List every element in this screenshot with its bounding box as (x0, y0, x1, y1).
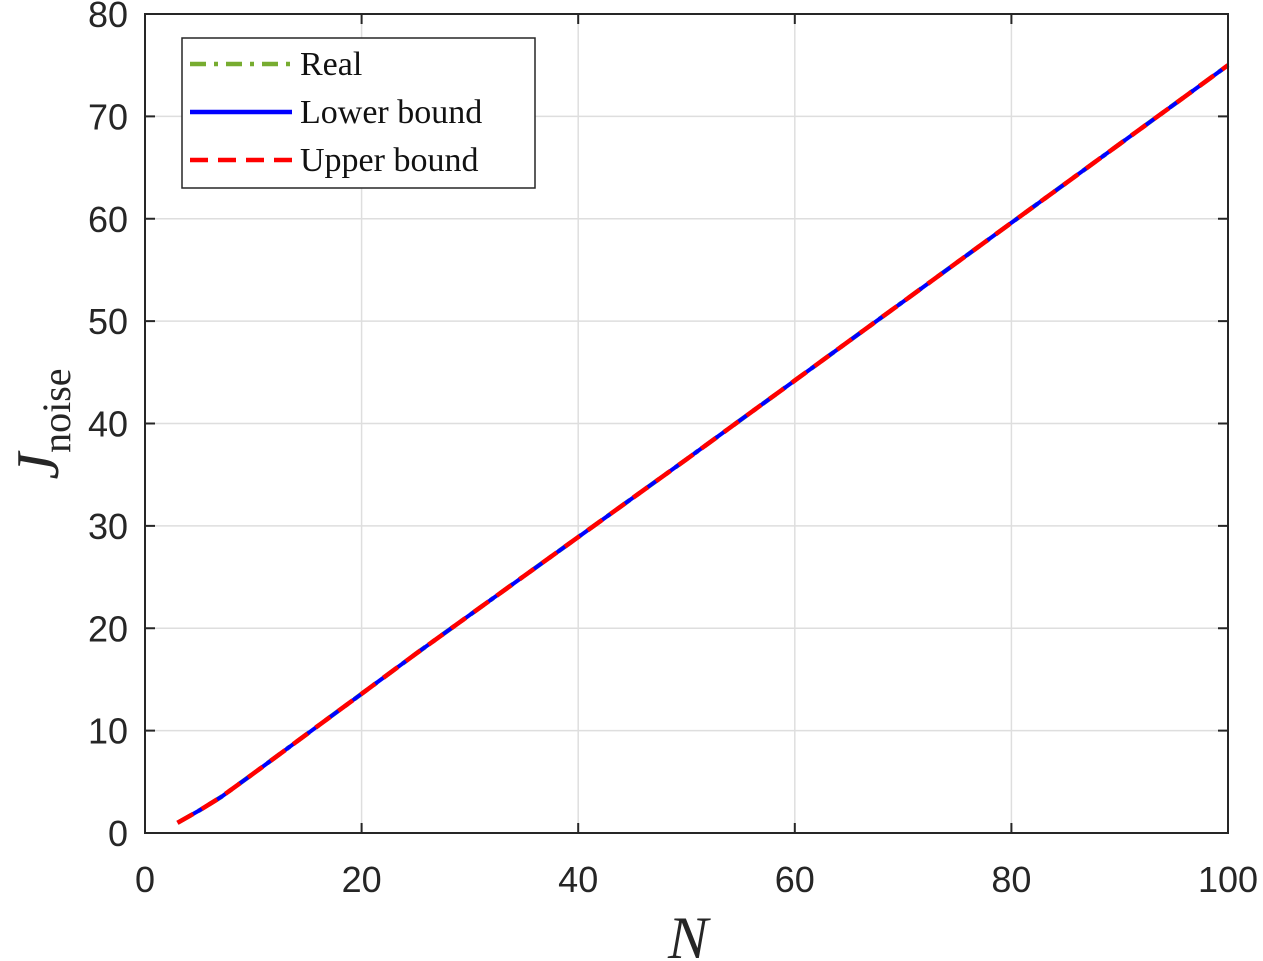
legend: Real Lower bound Upper bound (181, 37, 536, 189)
legend-label: Lower bound (300, 94, 482, 131)
series-lines (176, 63, 1230, 825)
y-tick-label: 40 (88, 404, 128, 445)
y-tick-label: 30 (88, 506, 128, 547)
y-axis-title-main: J (5, 451, 71, 480)
y-axis-title: Jnoise (5, 368, 79, 479)
legend-label: Upper bound (300, 142, 478, 179)
x-tick-label: 0 (135, 859, 155, 900)
y-tick-label: 70 (88, 96, 128, 137)
axis-ticks (144, 13, 1229, 834)
y-tick-label: 50 (88, 301, 128, 342)
series-line-upper-bound (176, 63, 1230, 825)
y-tick-label: 0 (108, 813, 128, 854)
x-tick-label: 80 (991, 859, 1031, 900)
y-tick-label: 20 (88, 608, 128, 649)
y-tick-labels: 0 10 20 30 40 50 60 70 80 (88, 0, 128, 854)
x-axis-title: N (667, 905, 711, 961)
x-tick-label: 100 (1198, 859, 1258, 900)
y-tick-label: 10 (88, 711, 128, 752)
grid-lines (145, 14, 1228, 833)
y-tick-label: 60 (88, 199, 128, 240)
x-tick-label: 60 (775, 859, 815, 900)
y-tick-label: 80 (88, 0, 128, 35)
svg-text:Jnoise: Jnoise (5, 368, 79, 479)
y-axis-title-subscript: noise (34, 368, 79, 452)
x-tick-label: 20 (342, 859, 382, 900)
x-tick-labels: 0 20 40 60 80 100 (135, 859, 1258, 900)
x-tick-label: 40 (558, 859, 598, 900)
legend-label: Real (300, 46, 362, 83)
